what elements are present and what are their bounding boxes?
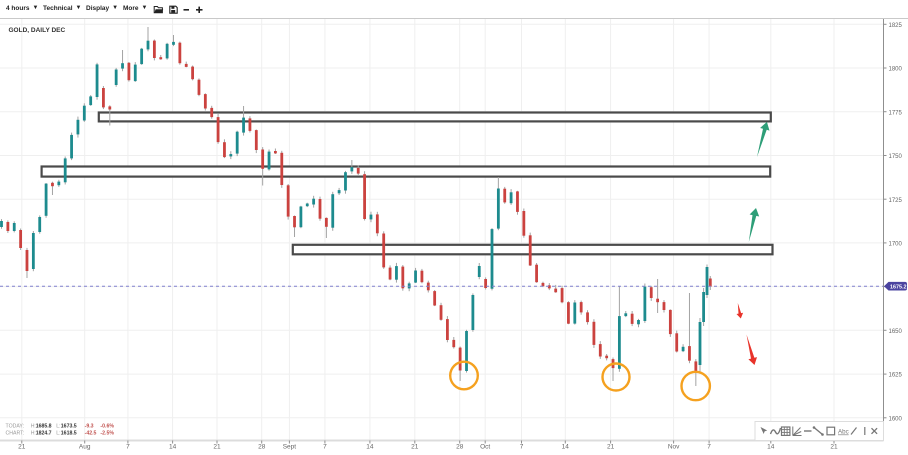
svg-text:-42.5: -42.5 <box>85 430 97 436</box>
svg-text:-9.3: -9.3 <box>85 423 94 429</box>
svg-text:1625: 1625 <box>889 373 903 379</box>
svg-text:1824.7: 1824.7 <box>36 430 52 436</box>
svg-text:CHART:: CHART: <box>6 430 25 436</box>
svg-text:1600: 1600 <box>889 416 903 422</box>
svg-text:28: 28 <box>456 444 464 451</box>
svg-text:Aug: Aug <box>79 444 91 451</box>
svg-text:1800: 1800 <box>889 67 903 73</box>
svg-text:1750: 1750 <box>889 154 903 160</box>
svg-text:-2.5%: -2.5% <box>100 430 114 436</box>
svg-text:Sept: Sept <box>283 444 297 451</box>
svg-text:1825: 1825 <box>889 23 903 29</box>
svg-text:1700: 1700 <box>889 242 903 248</box>
svg-text:14: 14 <box>169 444 177 451</box>
svg-text:21: 21 <box>607 444 615 451</box>
svg-text:1685.8: 1685.8 <box>36 423 52 429</box>
svg-text:7: 7 <box>707 444 711 451</box>
svg-text:7: 7 <box>126 444 130 451</box>
svg-text:21: 21 <box>18 444 26 451</box>
svg-text:L:: L: <box>56 430 60 436</box>
svg-text:L:: L: <box>56 423 60 429</box>
svg-text:GOLD, DAILY DEC: GOLD, DAILY DEC <box>9 27 66 34</box>
svg-text:14: 14 <box>366 444 374 451</box>
svg-text:1675.2: 1675.2 <box>890 284 907 290</box>
svg-text:Abc: Abc <box>838 429 849 436</box>
svg-text:1618.5: 1618.5 <box>61 430 77 436</box>
svg-text:Nov: Nov <box>668 444 680 451</box>
svg-text:1673.5: 1673.5 <box>61 423 77 429</box>
svg-text:1650: 1650 <box>889 329 903 335</box>
svg-text:21: 21 <box>411 444 419 451</box>
svg-text:21: 21 <box>830 444 838 451</box>
svg-text:TODAY:: TODAY: <box>6 423 25 429</box>
svg-text:14: 14 <box>562 444 570 451</box>
svg-text:1725: 1725 <box>889 198 903 204</box>
svg-text:-0.6%: -0.6% <box>100 423 114 429</box>
svg-text:H:: H: <box>31 430 36 436</box>
svg-text:28: 28 <box>258 444 266 451</box>
svg-text:1775: 1775 <box>889 110 903 116</box>
svg-text:21: 21 <box>213 444 221 451</box>
svg-text:7: 7 <box>520 444 524 451</box>
svg-text:H:: H: <box>31 423 36 429</box>
svg-text:14: 14 <box>767 444 775 451</box>
svg-text:Oct: Oct <box>480 444 490 451</box>
svg-text:7: 7 <box>323 444 327 451</box>
